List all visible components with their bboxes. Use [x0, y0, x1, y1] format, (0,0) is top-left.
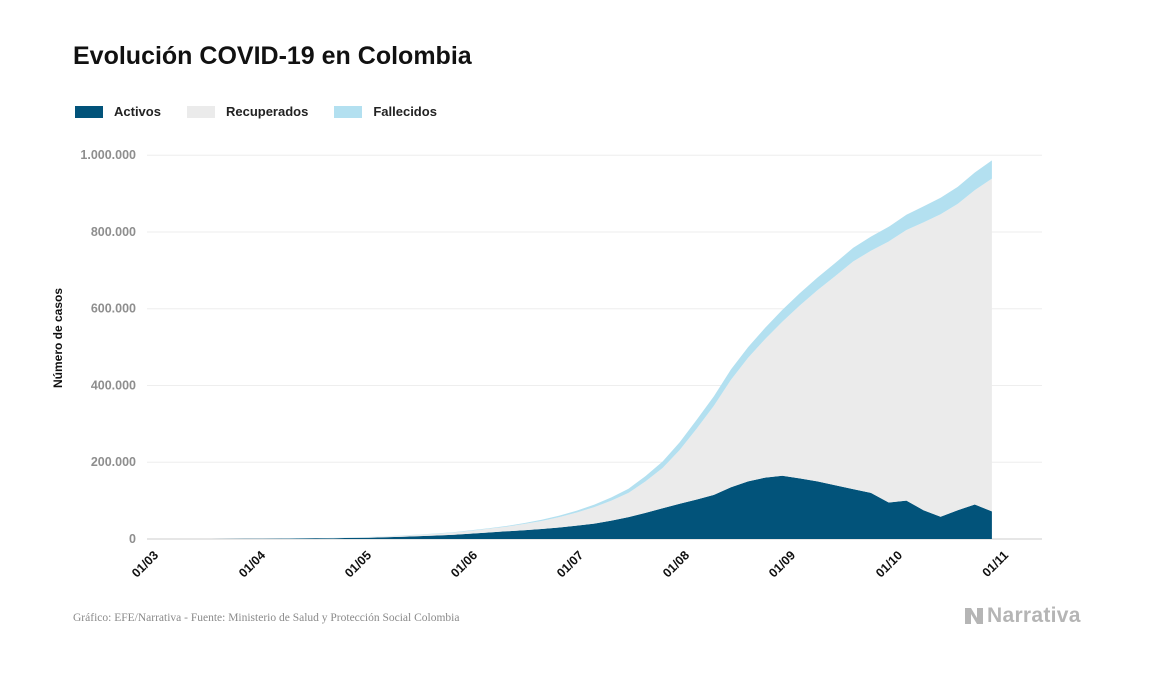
- x-tick-label: 01/10: [873, 548, 905, 580]
- x-tick-label: 01/07: [554, 548, 586, 580]
- source-note: Gráfico: EFE/Narrativa - Fuente: Ministe…: [73, 612, 460, 624]
- legend-label-recuperados: Recuperados: [225, 104, 309, 119]
- chart-legend: Activos Recuperados Fallecidos: [75, 104, 463, 119]
- legend-swatch-fallecidos: [334, 105, 363, 118]
- legend-label-fallecidos: Fallecidos: [373, 104, 437, 119]
- y-tick-label: 400.000: [91, 378, 136, 392]
- legend-item-activos: Activos: [75, 104, 161, 119]
- y-axis: 0 200.000 400.000 600.000 800.000 1.000.000: [80, 148, 136, 546]
- stacked-areas: [159, 160, 992, 539]
- chart-canvas: 0 200.000 400.000 600.000 800.000 1.000.000 0…: [51, 148, 1042, 580]
- x-tick-label: 01/04: [236, 548, 268, 580]
- y-tick-label: 600.000: [91, 302, 136, 316]
- y-tick-label: 1.000.000: [80, 148, 136, 162]
- x-tick-label: 01/06: [448, 548, 480, 580]
- y-axis-label: Número de casos: [51, 288, 65, 388]
- x-axis: 01/03 01/04 01/05 01/06 01/07 01/08 01/09 01/10…: [129, 548, 1011, 580]
- series-area-recuperados: [159, 178, 992, 539]
- legend-swatch-activos: [75, 105, 103, 118]
- chart-title: Evolución COVID-19 en Colombia: [73, 42, 472, 70]
- x-tick-label: 01/08: [660, 548, 692, 580]
- legend-item-fallecidos: Fallecidos: [334, 104, 437, 119]
- y-tick-label: 200.000: [91, 455, 136, 469]
- x-tick-label: 01/09: [766, 548, 798, 580]
- legend-swatch-recuperados: [186, 105, 215, 118]
- y-tick-label: 800.000: [91, 225, 136, 239]
- y-tick-label: 0: [129, 532, 136, 546]
- legend-item-recuperados: Recuperados: [186, 104, 309, 119]
- narrativa-logo-icon: [965, 608, 983, 624]
- brand-logo: Narrativa: [963, 604, 1081, 628]
- x-tick-label: 01/05: [342, 548, 374, 580]
- legend-label-activos: Activos: [114, 104, 161, 119]
- x-tick-label: 01/03: [129, 548, 161, 580]
- x-tick-label: 01/11: [980, 548, 1012, 580]
- brand-name: Narrativa: [987, 604, 1081, 627]
- series-area-activos: [159, 475, 992, 539]
